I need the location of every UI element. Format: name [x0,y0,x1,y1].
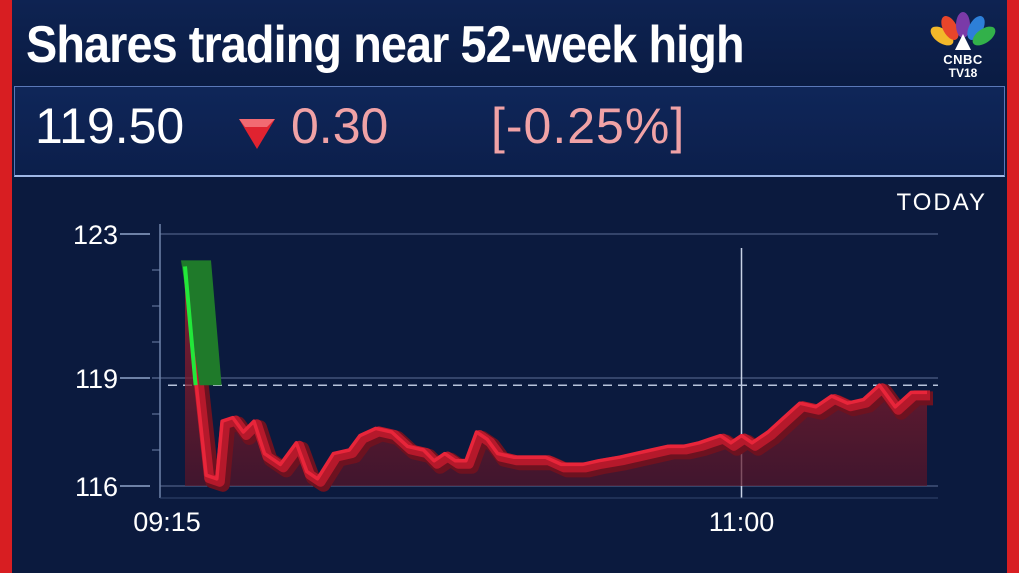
y-tick-label: 116 [75,472,118,502]
chart-axes: 123 119 116 09:15 11:00 [73,220,938,537]
change-value: 0.30 [291,98,389,154]
y-tick-label: 119 [75,364,118,394]
series-line-up [183,266,198,386]
change-percent: [-0.25%] [491,98,686,154]
frame-right-bar [1007,0,1019,573]
series-ribbon-up-side [181,260,222,386]
y-tick-label: 123 [73,220,118,250]
channel-logo: CNBC TV18 [928,12,998,84]
chart-line-group [181,260,933,492]
logo-tv18-text: TV18 [948,66,978,80]
series-line [183,266,927,481]
period-label: TODAY [897,189,987,216]
headline: Shares trading near 52-week high [26,16,745,74]
quote-panel: 119.50 0.30 [-0.25%] [14,86,1005,177]
down-triangle-icon [239,119,275,149]
series-ribbon-side [183,268,930,487]
peacock-logo-icon [930,12,996,50]
x-tick-label: 11:00 [709,507,775,537]
price-chart: 123 119 116 09:15 11:00 TODAY [73,189,987,537]
price-value: 119.50 [35,98,185,154]
frame-left-bar [0,0,12,573]
title-band [12,0,1007,90]
logo-cnbc-text: CNBC [943,52,983,67]
x-tick-label: 09:15 [133,507,201,537]
